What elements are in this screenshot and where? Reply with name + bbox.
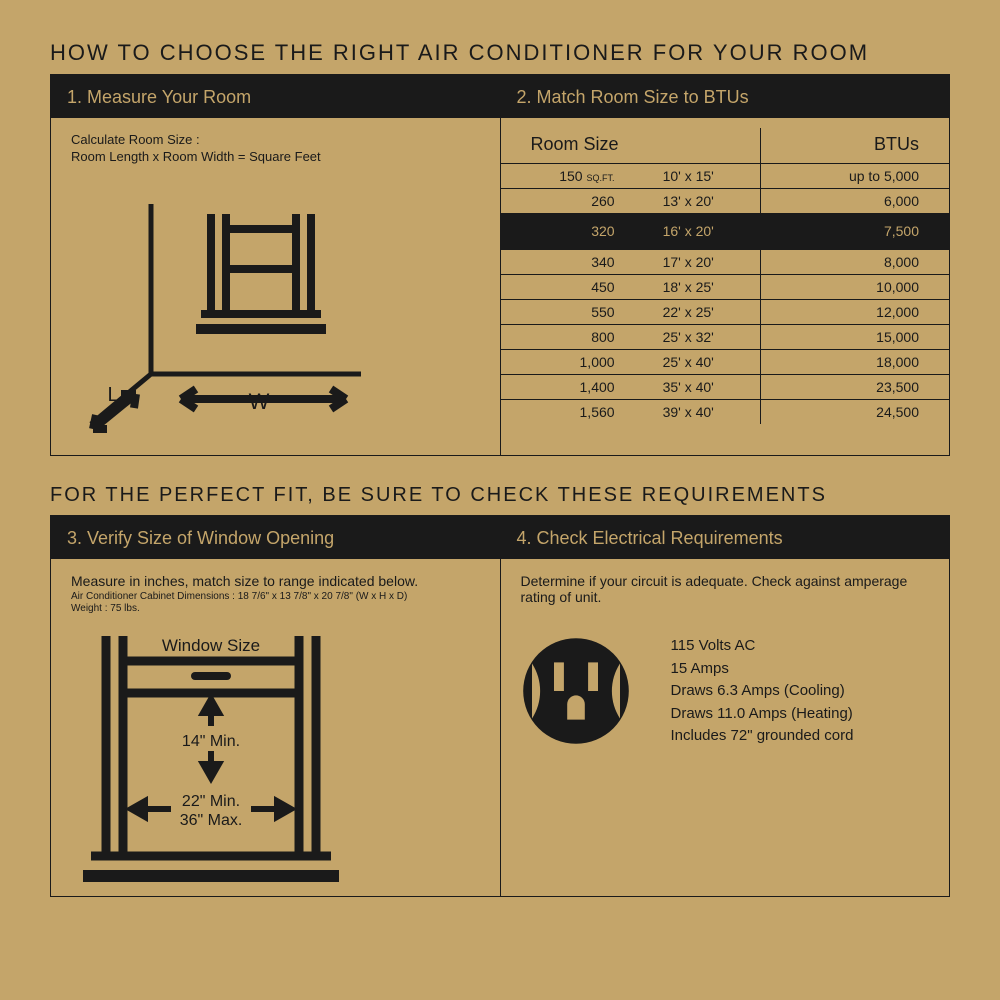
btu-table: Room Size BTUs 150SQ.FT.10' x 15'up to 5… [501,128,950,424]
btu-row: 26013' x 20'6,000 [501,189,950,214]
elec-spec: 115 Volts AC [671,635,854,658]
elec-spec: Includes 72" grounded cord [671,725,854,748]
svg-text:36" Max.: 36" Max. [180,812,243,829]
calc-formula: Room Length x Room Width = Square Feet [71,149,480,164]
btu-row: 1,40035' x 40'23,500 [501,375,950,400]
window-diagram: Window Size 14" Min. 22" Min. 36" Max. [71,631,351,891]
btu-row: 80025' x 32'15,000 [501,325,950,350]
svg-text:Window Size: Window Size [162,636,260,655]
elec-spec: 15 Amps [671,658,854,681]
main-title: HOW TO CHOOSE THE RIGHT AIR CONDITIONER … [50,40,950,66]
section-3: 3. Verify Size of Window Opening Measure… [51,518,501,896]
svg-text:14" Min.: 14" Min. [182,733,240,750]
btu-row: 45018' x 25'10,000 [501,275,950,300]
outlet-icon [521,636,631,746]
bottom-box: 3. Verify Size of Window Opening Measure… [50,517,950,897]
section-4: 4. Check Electrical Requirements Determi… [501,518,950,896]
btu-row: 1,00025' x 40'18,000 [501,350,950,375]
section-2-header: 2. Match Room Size to BTUs [501,77,950,118]
elec-text: Determine if your circuit is adequate. C… [521,573,930,605]
svg-text:22" Min.: 22" Min. [182,793,240,810]
btu-row: 150SQ.FT.10' x 15'up to 5,000 [501,164,950,189]
btu-row: 34017' x 20'8,000 [501,250,950,275]
btu-row: 55022' x 25'12,000 [501,300,950,325]
weight: Weight : 75 lbs. [71,603,480,614]
cabinet-dims: Air Conditioner Cabinet Dimensions : 18 … [71,591,480,602]
elec-spec: Draws 11.0 Amps (Heating) [671,703,854,726]
svg-text:W: W [249,389,270,414]
btu-row: 32016' x 20'7,500 [501,213,950,250]
calc-label: Calculate Room Size : [71,132,480,147]
col-room-size: Room Size [501,128,761,164]
section-2: 2. Match Room Size to BTUs Room Size BTU… [501,77,950,455]
elec-specs: 115 Volts AC15 AmpsDraws 6.3 Amps (Cooli… [671,635,854,748]
subtitle: FOR THE PERFECT FIT, BE SURE TO CHECK TH… [50,484,950,507]
measure-text: Measure in inches, match size to range i… [71,573,480,589]
section-4-header: 4. Check Electrical Requirements [501,518,950,559]
section-3-header: 3. Verify Size of Window Opening [51,518,500,559]
elec-spec: Draws 6.3 Amps (Cooling) [671,680,854,703]
section-1-header: 1. Measure Your Room [51,77,500,118]
room-diagram: W L [71,194,391,454]
col-btus: BTUs [761,128,949,164]
section-1: 1. Measure Your Room Calculate Room Size… [51,77,501,455]
top-box: 1. Measure Your Room Calculate Room Size… [50,76,950,456]
svg-text:L: L [107,384,118,406]
btu-row: 1,56039' x 40'24,500 [501,400,950,425]
